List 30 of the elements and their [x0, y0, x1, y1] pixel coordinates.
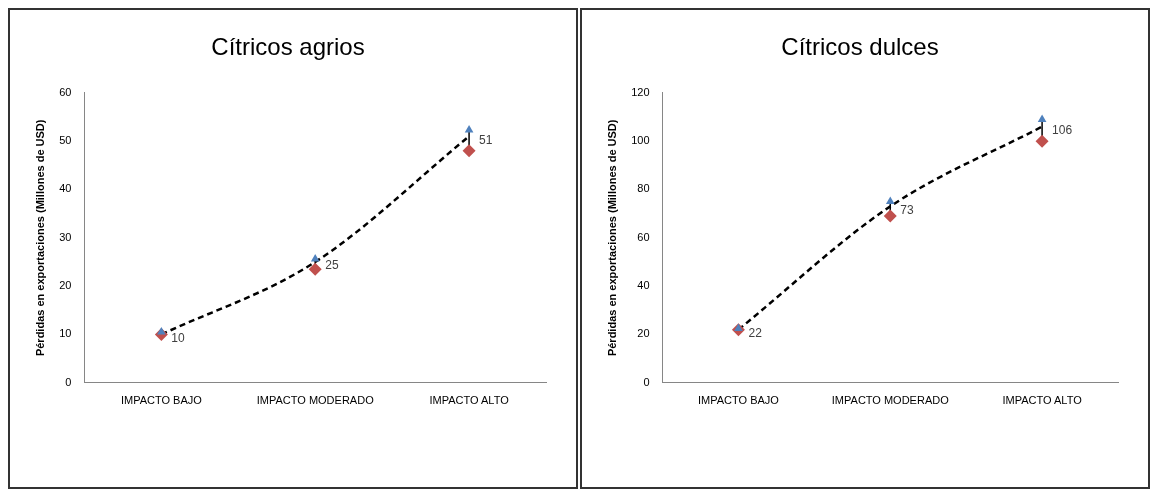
chart-title: Cítricos agrios: [211, 33, 365, 61]
y-tick-label: 60: [637, 230, 650, 243]
x-tick-label: IMPACTO BAJO: [698, 394, 780, 407]
data-label: 25: [325, 258, 339, 273]
y-axis-title: Pérdidas en exportaciones (Millones de USD): [33, 119, 46, 357]
x-tick-label: IMPACTO ALTO: [429, 394, 510, 407]
y-tick-label: 40: [59, 182, 72, 195]
y-tick-label: 50: [59, 134, 72, 147]
y-tick-label: 20: [637, 327, 650, 340]
x-tick-label: IMPACTO BAJO: [120, 394, 203, 407]
x-tick-label: IMPACTO ALTO: [1002, 394, 1083, 407]
y-tick-label: 20: [59, 279, 72, 292]
chart-title: Cítricos dulces: [781, 33, 939, 61]
y-tick-label: 40: [637, 279, 650, 292]
y-tick-label: 100: [631, 134, 650, 147]
y-tick-label: 0: [65, 375, 72, 388]
y-axis-title: Pérdidas en exportaciones (Millones de USD): [605, 119, 618, 357]
y-tick-label: 60: [59, 85, 72, 98]
y-tick-label: 10: [59, 327, 72, 340]
y-tick-label: 30: [59, 230, 72, 243]
data-label: 51: [479, 132, 493, 147]
data-label: 73: [900, 202, 914, 217]
x-tick-label: IMPACTO MODERADO: [831, 394, 950, 407]
data-label: 22: [748, 325, 763, 340]
y-tick-label: 120: [631, 85, 650, 98]
y-tick-label: 0: [643, 375, 650, 388]
data-label: 10: [171, 330, 186, 345]
data-label: 106: [1052, 122, 1073, 137]
y-tick-label: 80: [637, 182, 650, 195]
x-tick-label: IMPACTO MODERADO: [256, 394, 375, 407]
